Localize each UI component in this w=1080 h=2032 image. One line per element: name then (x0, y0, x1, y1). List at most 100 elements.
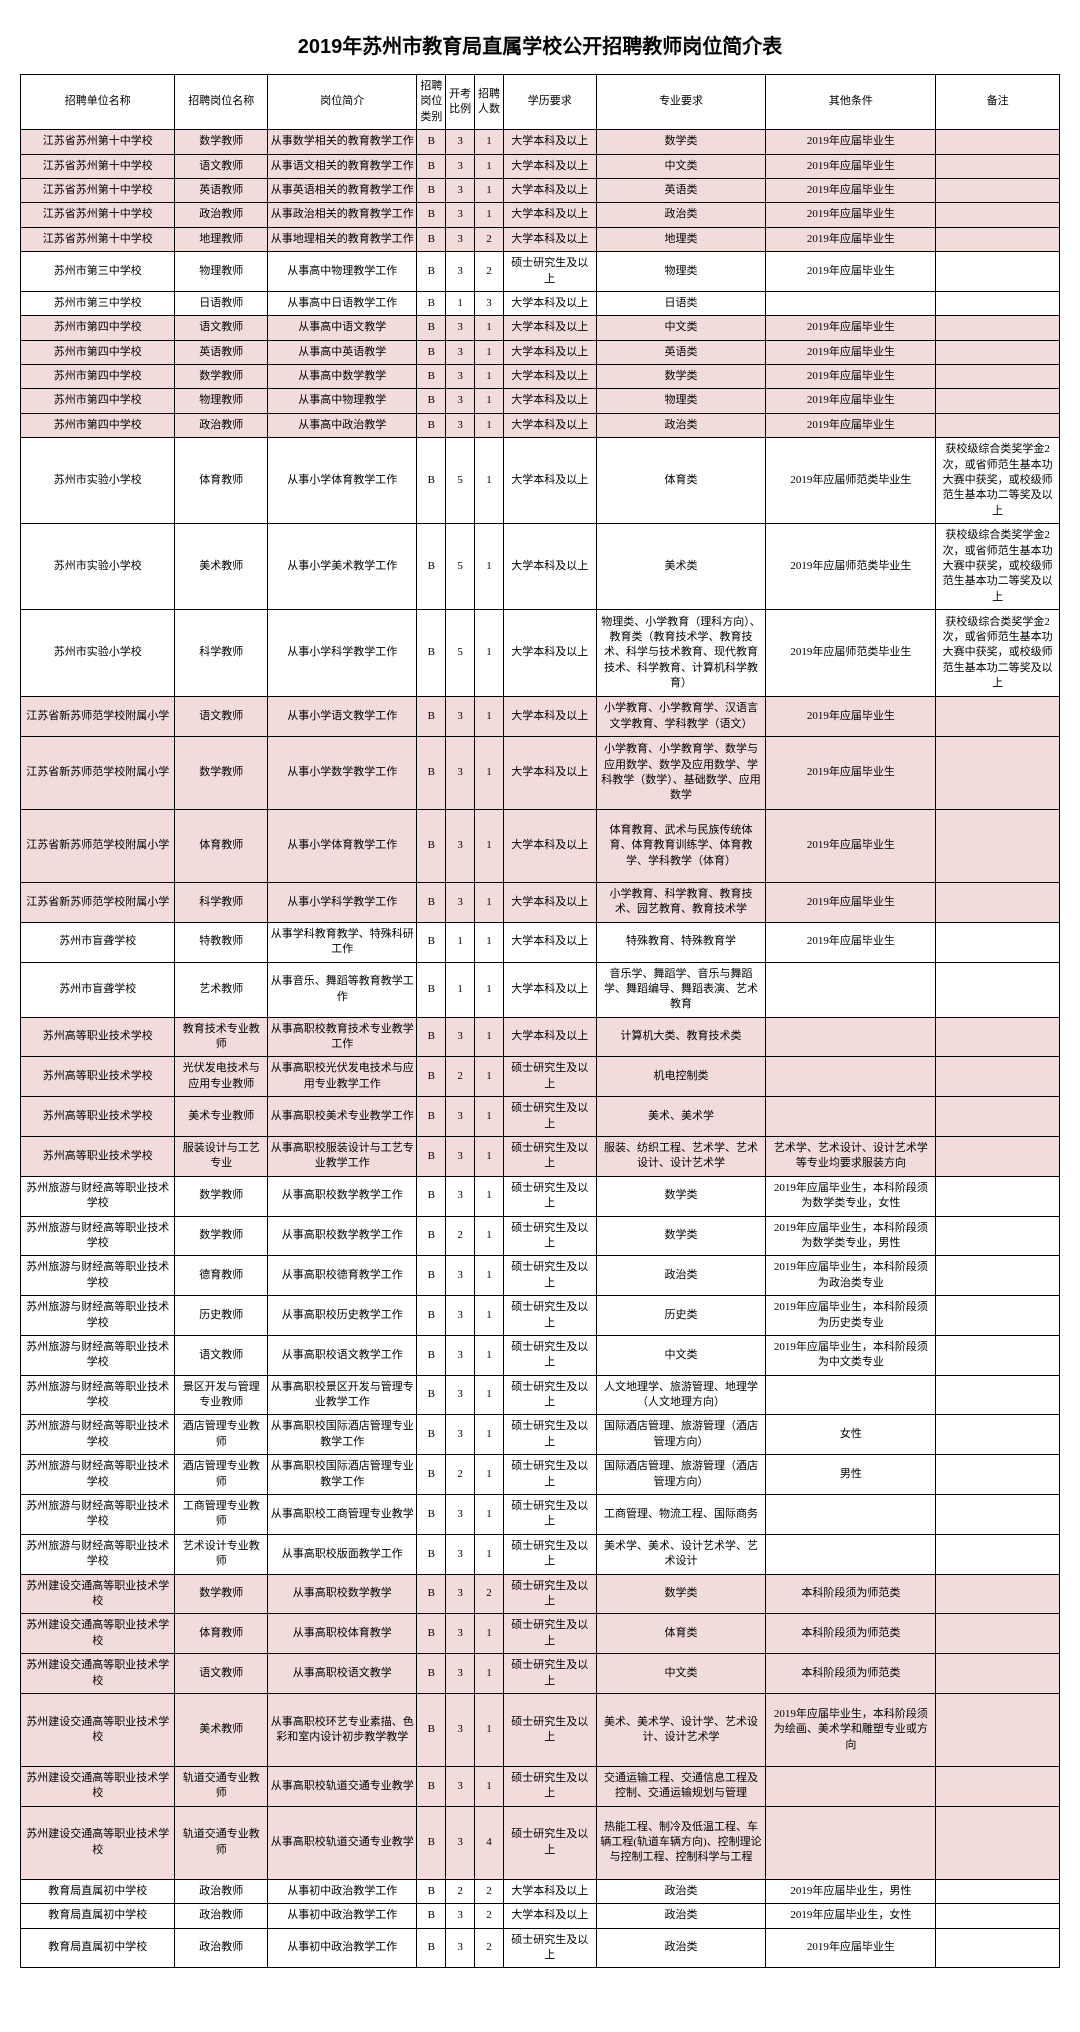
table-cell: 从事小学体育教学工作 (268, 809, 417, 882)
table-cell: 硕士研究生及以上 (503, 1415, 596, 1455)
table-cell: 从事小学科学教学工作 (268, 882, 417, 922)
table-row: 苏州旅游与财经高等职业技术学校数学教师从事高职校数学教学工作B31硕士研究生及以… (21, 1176, 1060, 1216)
table-cell: 数学教师 (175, 1176, 268, 1216)
table-cell: B (417, 1375, 446, 1415)
column-header: 其他条件 (766, 75, 936, 130)
table-cell: 国际酒店管理、旅游管理（酒店管理方向） (596, 1455, 766, 1495)
table-cell: 5 (446, 610, 475, 697)
table-cell: 硕士研究生及以上 (503, 1097, 596, 1137)
table-cell: 3 (446, 252, 475, 292)
table-cell: 从事高职校体育教学 (268, 1614, 417, 1654)
table-cell: B (417, 1495, 446, 1535)
column-header: 备注 (936, 75, 1060, 130)
table-cell: B (417, 1256, 446, 1296)
table-cell: 从事高中英语教学 (268, 340, 417, 364)
table-cell: 大学本科及以上 (503, 340, 596, 364)
table-cell: 教育技术专业教师 (175, 1017, 268, 1057)
table-cell: 国际酒店管理、旅游管理（酒店管理方向） (596, 1415, 766, 1455)
table-row: 江苏省新苏师范学校附属小学体育教师从事小学体育教学工作B31大学本科及以上体育教… (21, 809, 1060, 882)
table-cell: 2019年应届毕业生 (766, 203, 936, 227)
table-cell: 政治教师 (175, 203, 268, 227)
table-row: 苏州市第四中学校政治教师从事高中政治教学B31大学本科及以上政治类2019年应届… (21, 413, 1060, 437)
table-cell: 从事语文相关的教育教学工作 (268, 154, 417, 178)
table-cell: B (417, 962, 446, 1017)
table-cell: 3 (446, 882, 475, 922)
table-cell: 物理类、小学教育（理科方向）、教育类（教育技术学、教育技术、科学与技术教育、现代… (596, 610, 766, 697)
table-cell: 光伏发电技术与应用专业教师 (175, 1057, 268, 1097)
table-row: 苏州旅游与财经高等职业技术学校数学教师从事高职校数学教学工作B21硕士研究生及以… (21, 1216, 1060, 1256)
table-cell: 3 (446, 1806, 475, 1879)
table-cell: 特殊教育、特殊教育学 (596, 922, 766, 962)
table-cell: B (417, 203, 446, 227)
table-cell (936, 1017, 1060, 1057)
table-cell: 大学本科及以上 (503, 1017, 596, 1057)
table-cell: 苏州市第四中学校 (21, 413, 175, 437)
table-cell (766, 1057, 936, 1097)
table-cell: 艺术教师 (175, 962, 268, 1017)
table-cell (936, 1766, 1060, 1806)
table-cell: 1 (475, 1654, 504, 1694)
table-row: 江苏省新苏师范学校附属小学数学教师从事小学数学教学工作B31大学本科及以上小学教… (21, 736, 1060, 809)
table-cell: 语文教师 (175, 316, 268, 340)
table-cell: 2019年应届毕业生 (766, 316, 936, 340)
table-cell: 工商管理专业教师 (175, 1495, 268, 1535)
table-cell (936, 1335, 1060, 1375)
table-cell: 3 (446, 1256, 475, 1296)
table-cell: 美术专业教师 (175, 1097, 268, 1137)
table-cell (936, 252, 1060, 292)
table-cell: 从事小学美术教学工作 (268, 524, 417, 610)
table-cell: 3 (446, 1335, 475, 1375)
table-cell: 本科阶段须为师范类 (766, 1614, 936, 1654)
table-cell: 大学本科及以上 (503, 736, 596, 809)
table-row: 苏州市实验小学校美术教师从事小学美术教学工作B51大学本科及以上美术类2019年… (21, 524, 1060, 610)
table-cell: 政治类 (596, 1904, 766, 1928)
table-cell: B (417, 1806, 446, 1879)
table-cell: 1 (475, 178, 504, 202)
table-cell: 1 (475, 389, 504, 413)
table-row: 苏州高等职业技术学校光伏发电技术与应用专业教师从事高职校光伏发电技术与应用专业教… (21, 1057, 1060, 1097)
table-cell: 地理类 (596, 227, 766, 251)
table-cell: 1 (475, 736, 504, 809)
column-header: 岗位简介 (268, 75, 417, 130)
table-cell: 硕士研究生及以上 (503, 1057, 596, 1097)
table-cell: 1 (475, 1614, 504, 1654)
table-cell: 体育类 (596, 1614, 766, 1654)
table-cell (936, 1415, 1060, 1455)
table-cell (936, 178, 1060, 202)
table-cell: 数学类 (596, 130, 766, 154)
table-cell: 从事高中政治教学 (268, 413, 417, 437)
table-cell: 3 (446, 340, 475, 364)
table-row: 苏州高等职业技术学校服装设计与工艺专业从事高职校服装设计与工艺专业教学工作B31… (21, 1137, 1060, 1177)
table-cell: B (417, 1879, 446, 1903)
table-cell: 1 (475, 524, 504, 610)
table-cell (936, 809, 1060, 882)
table-cell: 3 (446, 1766, 475, 1806)
table-row: 苏州旅游与财经高等职业技术学校艺术设计专业教师从事高职校版面教学工作B31硕士研… (21, 1534, 1060, 1574)
table-cell: 硕士研究生及以上 (503, 1216, 596, 1256)
table-cell: 1 (475, 1256, 504, 1296)
table-row: 教育局直属初中学校政治教师从事初中政治教学工作B22大学本科及以上政治类2019… (21, 1879, 1060, 1903)
table-cell: 苏州市实验小学校 (21, 524, 175, 610)
table-cell: 1 (475, 1375, 504, 1415)
table-cell: B (417, 1415, 446, 1455)
table-cell: 从事高职校数学教学工作 (268, 1176, 417, 1216)
table-cell: 从事小学语文教学工作 (268, 697, 417, 737)
table-cell (936, 316, 1060, 340)
table-cell: 从事高职校版面教学工作 (268, 1534, 417, 1574)
table-cell: 江苏省苏州第十中学校 (21, 154, 175, 178)
table-cell: 音乐学、舞蹈学、音乐与舞蹈学、舞蹈编导、舞蹈表演、艺术教育 (596, 962, 766, 1017)
table-cell: 1 (446, 922, 475, 962)
table-cell (936, 1614, 1060, 1654)
table-cell: 数学教师 (175, 365, 268, 389)
table-cell: 硕士研究生及以上 (503, 1455, 596, 1495)
table-cell: 3 (475, 291, 504, 315)
table-cell: 历史教师 (175, 1296, 268, 1336)
table-cell: 大学本科及以上 (503, 882, 596, 922)
table-cell: 景区开发与管理专业教师 (175, 1375, 268, 1415)
table-cell: 2019年应届毕业生 (766, 227, 936, 251)
table-cell: 日语类 (596, 291, 766, 315)
table-cell: 机电控制类 (596, 1057, 766, 1097)
table-cell: 2019年应届毕业生，本科阶段须为历史类专业 (766, 1296, 936, 1336)
table-cell: 从事初中政治教学工作 (268, 1928, 417, 1968)
table-row: 江苏省苏州第十中学校语文教师从事语文相关的教育教学工作B31大学本科及以上中文类… (21, 154, 1060, 178)
